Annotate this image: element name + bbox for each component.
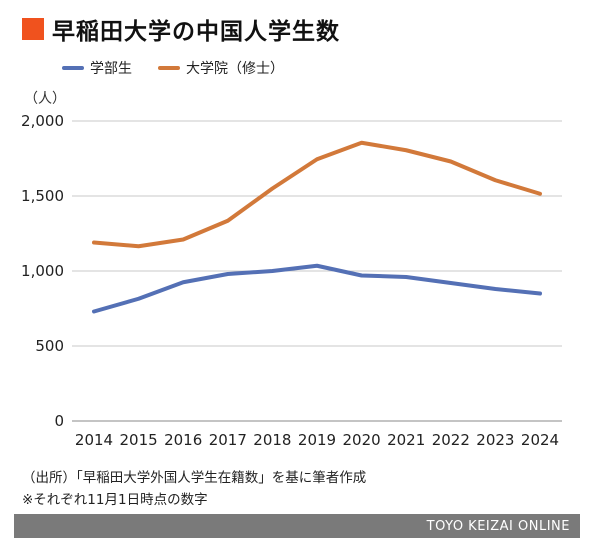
footer-brand-bar: TOYO KEIZAI ONLINE — [14, 514, 580, 538]
y-tick-label: 2,000 — [21, 112, 64, 130]
data-point-series-1 — [137, 244, 141, 248]
legend-label-undergrad: 学部生 — [90, 61, 132, 77]
x-tick-label: 2024 — [521, 431, 559, 449]
data-point-series-0 — [360, 273, 364, 278]
data-point-series-1 — [538, 192, 542, 196]
data-point-series-1 — [315, 157, 319, 161]
data-point-series-0 — [449, 281, 453, 285]
x-tick-label: 2021 — [387, 431, 425, 449]
footer-brand: TOYO KEIZAI ONLINE — [426, 518, 570, 534]
data-point-series-0 — [137, 297, 141, 301]
x-tick-label: 2019 — [298, 431, 336, 449]
chart-legend: 学部生 大学院（修士） — [62, 58, 310, 78]
legend-item-graduate: 大学院（修士） — [158, 58, 284, 78]
data-point-series-0 — [404, 275, 408, 279]
title-block: 早稲田大学の中国人学生数 — [22, 12, 340, 46]
y-tick-label: 0 — [54, 412, 64, 430]
data-point-series-1 — [449, 159, 453, 164]
data-point-series-1 — [404, 148, 408, 152]
x-tick-label: 2016 — [164, 431, 202, 449]
data-point-series-1 — [360, 141, 364, 145]
x-tick-label: 2014 — [75, 431, 113, 449]
x-tick-label: 2020 — [343, 431, 381, 449]
legend-swatch-undergrad — [62, 66, 84, 70]
data-point-series-0 — [315, 264, 319, 268]
legend-label-graduate: 大学院（修士） — [186, 61, 284, 77]
y-axis-unit-label: （人） — [24, 91, 66, 107]
data-point-series-1 — [493, 178, 497, 182]
data-point-series-0 — [538, 291, 542, 296]
legend-item-undergrad: 学部生 — [62, 58, 132, 78]
x-tick-label: 2023 — [476, 431, 514, 449]
x-tick-label: 2017 — [209, 431, 247, 449]
y-tick-label: 500 — [35, 337, 64, 355]
title-accent-square — [22, 18, 44, 40]
y-tick-label: 1,000 — [21, 262, 64, 280]
page-title: 早稲田大学の中国人学生数 — [52, 19, 340, 45]
series-line-0 — [92, 263, 542, 314]
data-point-series-0 — [270, 269, 274, 273]
x-tick-label: 2022 — [432, 431, 470, 449]
y-tick-label: 1,500 — [21, 187, 64, 205]
data-point-series-0 — [226, 272, 230, 276]
data-point-series-1 — [92, 240, 96, 245]
data-point-series-1 — [270, 186, 274, 191]
x-tick-label: 2018 — [253, 431, 291, 449]
data-point-series-1 — [226, 219, 230, 223]
x-tick-label: 2015 — [120, 431, 158, 449]
data-point-series-0 — [181, 280, 185, 284]
data-point-series-0 — [92, 309, 96, 314]
legend-swatch-graduate — [158, 66, 180, 70]
remark-note: ※それぞれ11月1日時点の数字 — [22, 492, 208, 508]
line-chart: 0 500 1,000 1,500 2,000 2014 2015 2016 2017 2018 2… — [21, 112, 562, 449]
data-point-series-1 — [181, 237, 185, 242]
source-note: （出所）「早稲田大学外国人学生在籍数」を基に筆者作成 — [22, 470, 367, 486]
data-point-series-0 — [493, 287, 497, 291]
